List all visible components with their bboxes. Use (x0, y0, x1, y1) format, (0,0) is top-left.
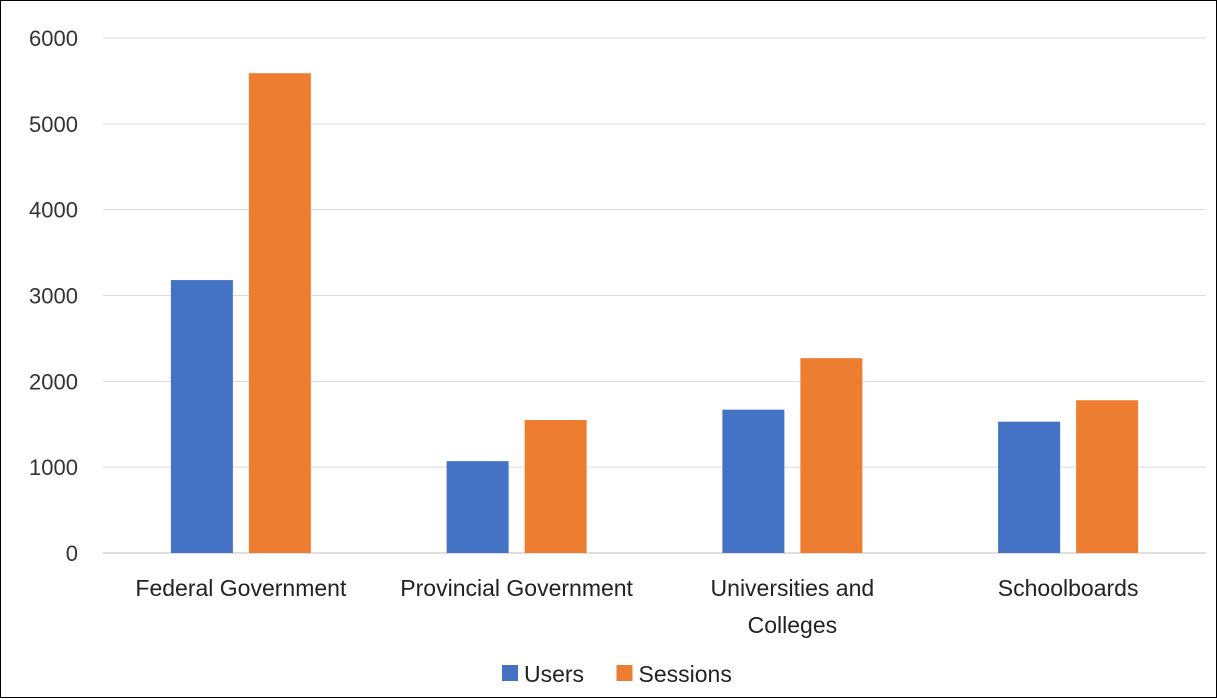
bar-users-3 (998, 421, 1061, 553)
y-tick-label: 5000 (29, 112, 78, 137)
legend-label-users: Users (524, 661, 584, 687)
y-tick-label: 6000 (29, 26, 78, 51)
bar-users-1 (446, 461, 509, 553)
bar-sessions-3 (1076, 400, 1139, 553)
y-tick-label: 4000 (29, 198, 78, 223)
legend-swatch-sessions (616, 665, 633, 681)
bar-sessions-2 (800, 358, 863, 553)
x-tick-label: Schoolboards (998, 575, 1139, 601)
x-tick-label: Federal Government (135, 575, 347, 601)
bar-users-0 (170, 280, 233, 553)
bar-users-2 (722, 409, 785, 553)
bar-sessions-1 (524, 419, 587, 553)
y-tick-label: 3000 (29, 284, 78, 309)
y-tick-label: 2000 (29, 369, 78, 394)
bar-sessions-0 (248, 73, 311, 554)
x-tick-label: Colleges (748, 612, 838, 638)
legend-swatch-users (502, 665, 518, 681)
x-tick-label: Universities and (711, 575, 875, 601)
y-tick-label: 1000 (29, 455, 78, 480)
y-tick-label: 0 (66, 541, 78, 566)
legend-label-sessions: Sessions (639, 661, 732, 687)
x-tick-label: Provincial Government (400, 575, 633, 601)
